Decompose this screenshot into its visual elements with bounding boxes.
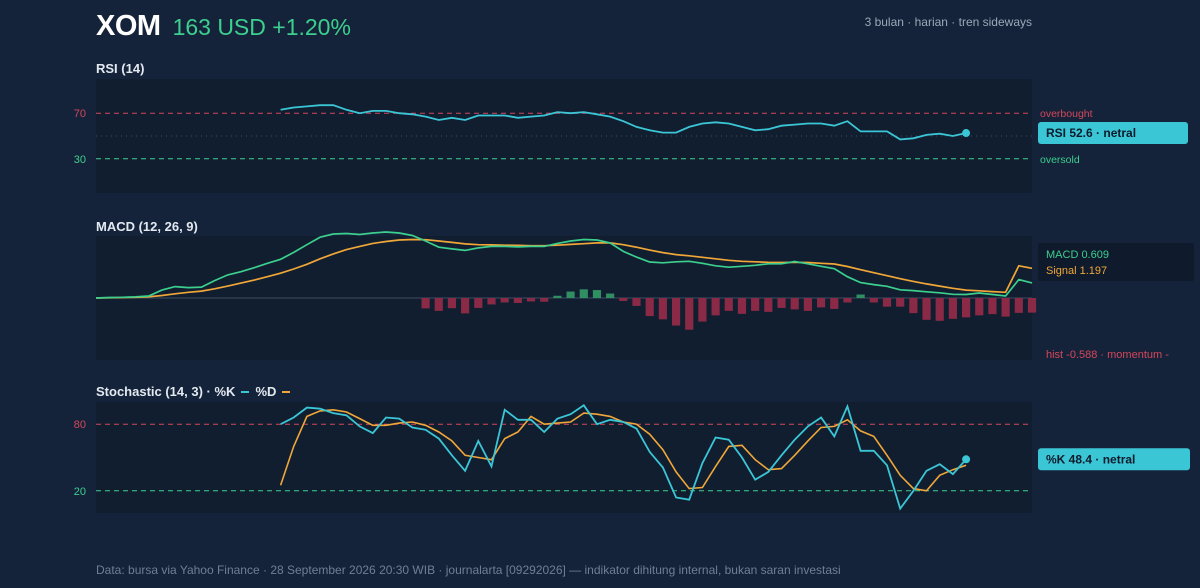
macd-hist-bar: [566, 291, 575, 298]
macd-hist-bar: [698, 298, 707, 322]
stochastic-title-text: Stochastic (14, 3) · %K: [96, 384, 236, 399]
rsi-title: RSI (14): [96, 61, 145, 76]
header: XOM 163 USD +1.20%: [96, 10, 351, 43]
macd-hist-bar: [421, 298, 430, 309]
macd-line: [95, 231, 1033, 299]
macd-hist-bar: [632, 298, 641, 306]
price-change: 163 USD +1.20%: [172, 14, 351, 40]
macd-hist-bar: [882, 298, 892, 307]
rsi-last-label: RSI 52.6 · netral: [1046, 126, 1136, 140]
macd-hist-bar: [434, 298, 443, 311]
period-info: 3 bulan · harian · tren sideways: [864, 15, 1032, 29]
rsi-last-point: [962, 129, 971, 138]
macd-hist-bar: [896, 298, 905, 307]
macd-hist-bar: [830, 298, 839, 309]
ticker-symbol: XOM: [96, 10, 161, 42]
macd-hist-bar: [803, 298, 812, 311]
macd-hist-bar: [922, 298, 931, 320]
macd-hist-bar: [843, 298, 852, 303]
macd-hist-bar: [1027, 298, 1037, 313]
macd-hist-bar: [935, 298, 944, 321]
rsi-line: [280, 104, 967, 141]
macd-hist-bar: [737, 298, 747, 314]
macd-hist-bar: [658, 298, 667, 320]
footer-note: Data: bursa via Yahoo Finance · 28 Septe…: [96, 563, 841, 577]
macd-hist-bar: [540, 298, 549, 302]
rsi-tick-70: 70: [74, 108, 86, 120]
macd-hist-bar: [724, 298, 733, 311]
rsi-oversold-label: oversold: [1040, 154, 1080, 166]
macd-hist-bar: [447, 298, 457, 309]
macd-hist-bar: [606, 293, 615, 298]
rsi-overbought-label: overbought: [1040, 108, 1093, 120]
rsi-last-label-bg: [1038, 122, 1188, 145]
stoch-last-label: %K 48.4 · netral: [1046, 452, 1135, 466]
macd-hist-bar: [592, 290, 602, 298]
macd-hist-bar: [1001, 298, 1010, 317]
macd-title: MACD (12, 26, 9): [96, 219, 198, 234]
macd-hist-bar: [461, 298, 470, 314]
macd-hist-bar: [579, 289, 588, 298]
stoch-last-point: [962, 455, 971, 464]
macd-hist-bar: [975, 298, 984, 316]
stoch-tick-20: 20: [74, 486, 86, 498]
stoch-k-line: [280, 403, 967, 511]
stoch-tick-80: 80: [74, 419, 86, 431]
macd-hist-bar: [909, 298, 918, 314]
d-legend-label: %D: [255, 384, 277, 399]
stochastic-title: Stochastic (14, 3) · %K %D: [96, 384, 292, 399]
signal-line: [95, 238, 1033, 299]
macd-hist-bar: [790, 298, 799, 310]
macd-hist-bar: [685, 298, 694, 330]
macd-value-label: MACD 0.609: [1046, 249, 1109, 261]
macd-hist-bar: [526, 298, 536, 302]
macd-hist-bar: [500, 298, 509, 303]
k-legend-swatch: [241, 390, 250, 393]
macd-hist-bar: [988, 298, 997, 315]
stoch-last-label-bg: [1038, 448, 1190, 471]
macd-hist-bar: [856, 294, 865, 298]
macd-hist-bar: [961, 298, 971, 318]
macd-hist-bar: [764, 298, 773, 312]
macd-hist-bar: [751, 298, 760, 311]
macd-hist-bar: [474, 298, 483, 308]
macd-hist-bar: [816, 298, 826, 308]
macd-hist-bar: [487, 298, 496, 305]
macd-hist-bar: [619, 298, 628, 301]
macd-hist-bar: [513, 298, 522, 303]
macd-legend-box: [1038, 243, 1194, 281]
macd-hist-bar: [671, 298, 681, 326]
hist-value-label: hist -0.588 · momentum -: [1046, 349, 1169, 361]
macd-hist-bar: [645, 298, 654, 317]
signal-value-label: Signal 1.197: [1046, 265, 1107, 277]
macd-hist-bar: [1014, 298, 1023, 313]
stoch-plot-area: [96, 402, 1032, 513]
macd-hist-bar: [553, 295, 562, 298]
d-legend-swatch: [282, 390, 291, 393]
macd-hist-bar: [711, 298, 720, 316]
rsi-tick-30: 30: [74, 154, 86, 166]
macd-hist-bar: [777, 298, 786, 308]
macd-hist-bar: [869, 298, 878, 303]
macd-hist-bar: [948, 298, 957, 319]
